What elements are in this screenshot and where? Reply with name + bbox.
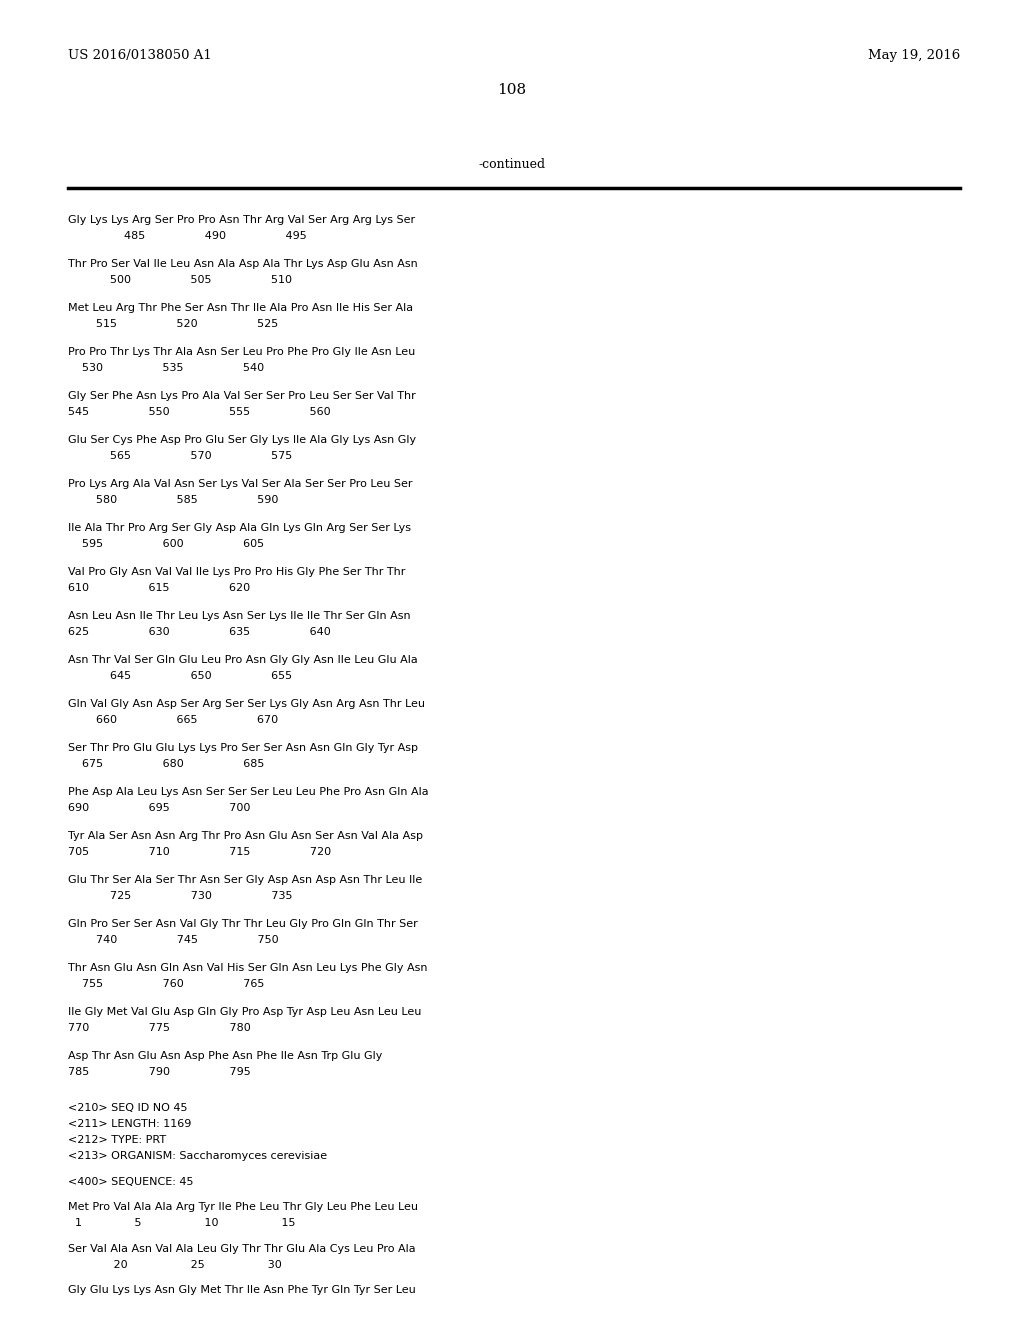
Text: US 2016/0138050 A1: US 2016/0138050 A1 [68, 49, 212, 62]
Text: 545                 550                 555                 560: 545 550 555 560 [68, 407, 331, 417]
Text: 770                 775                 780: 770 775 780 [68, 1023, 251, 1034]
Text: Glu Thr Ser Ala Ser Thr Asn Ser Gly Asp Asn Asp Asn Thr Leu Ile: Glu Thr Ser Ala Ser Thr Asn Ser Gly Asp … [68, 875, 422, 884]
Text: Asn Leu Asn Ile Thr Leu Lys Asn Ser Lys Ile Ile Thr Ser Gln Asn: Asn Leu Asn Ile Thr Leu Lys Asn Ser Lys … [68, 611, 411, 620]
Text: 515                 520                 525: 515 520 525 [68, 319, 279, 329]
Text: Ser Thr Pro Glu Glu Lys Lys Pro Ser Ser Asn Asn Gln Gly Tyr Asp: Ser Thr Pro Glu Glu Lys Lys Pro Ser Ser … [68, 743, 418, 752]
Text: 610                 615                 620: 610 615 620 [68, 583, 250, 593]
Text: Val Pro Gly Asn Val Val Ile Lys Pro Pro His Gly Phe Ser Thr Thr: Val Pro Gly Asn Val Val Ile Lys Pro Pro … [68, 568, 406, 577]
Text: 740                 745                 750: 740 745 750 [68, 935, 279, 945]
Text: 108: 108 [498, 83, 526, 96]
Text: Ile Gly Met Val Glu Asp Gln Gly Pro Asp Tyr Asp Leu Asn Leu Leu: Ile Gly Met Val Glu Asp Gln Gly Pro Asp … [68, 1007, 421, 1016]
Text: 660                 665                 670: 660 665 670 [68, 715, 279, 725]
Text: 1               5                  10                  15: 1 5 10 15 [68, 1218, 296, 1228]
Text: 785                 790                 795: 785 790 795 [68, 1067, 251, 1077]
Text: -continued: -continued [478, 158, 546, 172]
Text: Ser Val Ala Asn Val Ala Leu Gly Thr Thr Glu Ala Cys Leu Pro Ala: Ser Val Ala Asn Val Ala Leu Gly Thr Thr … [68, 1243, 416, 1254]
Text: 20                  25                  30: 20 25 30 [68, 1259, 282, 1270]
Text: Gln Pro Ser Ser Asn Val Gly Thr Thr Leu Gly Pro Gln Gln Thr Ser: Gln Pro Ser Ser Asn Val Gly Thr Thr Leu … [68, 919, 418, 929]
Text: Thr Asn Glu Asn Gln Asn Val His Ser Gln Asn Leu Lys Phe Gly Asn: Thr Asn Glu Asn Gln Asn Val His Ser Gln … [68, 964, 427, 973]
Text: Pro Lys Arg Ala Val Asn Ser Lys Val Ser Ala Ser Ser Pro Leu Ser: Pro Lys Arg Ala Val Asn Ser Lys Val Ser … [68, 479, 413, 488]
Text: <212> TYPE: PRT: <212> TYPE: PRT [68, 1135, 166, 1144]
Text: 595                 600                 605: 595 600 605 [68, 539, 264, 549]
Text: 530                 535                 540: 530 535 540 [68, 363, 264, 374]
Text: <210> SEQ ID NO 45: <210> SEQ ID NO 45 [68, 1104, 187, 1113]
Text: <211> LENGTH: 1169: <211> LENGTH: 1169 [68, 1119, 191, 1129]
Text: 580                 585                 590: 580 585 590 [68, 495, 279, 506]
Text: 500                 505                 510: 500 505 510 [68, 275, 292, 285]
Text: 625                 630                 635                 640: 625 630 635 640 [68, 627, 331, 638]
Text: May 19, 2016: May 19, 2016 [867, 49, 961, 62]
Text: Phe Asp Ala Leu Lys Asn Ser Ser Ser Leu Leu Phe Pro Asn Gln Ala: Phe Asp Ala Leu Lys Asn Ser Ser Ser Leu … [68, 787, 429, 797]
Text: 725                 730                 735: 725 730 735 [68, 891, 293, 902]
Text: Glu Ser Cys Phe Asp Pro Glu Ser Gly Lys Ile Ala Gly Lys Asn Gly: Glu Ser Cys Phe Asp Pro Glu Ser Gly Lys … [68, 436, 416, 445]
Text: <400> SEQUENCE: 45: <400> SEQUENCE: 45 [68, 1176, 194, 1187]
Text: <213> ORGANISM: Saccharomyces cerevisiae: <213> ORGANISM: Saccharomyces cerevisiae [68, 1151, 327, 1162]
Text: Gln Val Gly Asn Asp Ser Arg Ser Ser Lys Gly Asn Arg Asn Thr Leu: Gln Val Gly Asn Asp Ser Arg Ser Ser Lys … [68, 700, 425, 709]
Text: 690                 695                 700: 690 695 700 [68, 803, 251, 813]
Text: Gly Glu Lys Lys Asn Gly Met Thr Ile Asn Phe Tyr Gln Tyr Ser Leu: Gly Glu Lys Lys Asn Gly Met Thr Ile Asn … [68, 1286, 416, 1295]
Text: Gly Ser Phe Asn Lys Pro Ala Val Ser Ser Pro Leu Ser Ser Val Thr: Gly Ser Phe Asn Lys Pro Ala Val Ser Ser … [68, 391, 416, 401]
Text: Tyr Ala Ser Asn Asn Arg Thr Pro Asn Glu Asn Ser Asn Val Ala Asp: Tyr Ala Ser Asn Asn Arg Thr Pro Asn Glu … [68, 832, 423, 841]
Text: 565                 570                 575: 565 570 575 [68, 451, 292, 461]
Text: 645                 650                 655: 645 650 655 [68, 671, 292, 681]
Text: Pro Pro Thr Lys Thr Ala Asn Ser Leu Pro Phe Pro Gly Ile Asn Leu: Pro Pro Thr Lys Thr Ala Asn Ser Leu Pro … [68, 347, 416, 356]
Text: 755                 760                 765: 755 760 765 [68, 979, 264, 989]
Text: Met Leu Arg Thr Phe Ser Asn Thr Ile Ala Pro Asn Ile His Ser Ala: Met Leu Arg Thr Phe Ser Asn Thr Ile Ala … [68, 304, 413, 313]
Text: Gly Lys Lys Arg Ser Pro Pro Asn Thr Arg Val Ser Arg Arg Lys Ser: Gly Lys Lys Arg Ser Pro Pro Asn Thr Arg … [68, 215, 415, 224]
Text: Ile Ala Thr Pro Arg Ser Gly Asp Ala Gln Lys Gln Arg Ser Ser Lys: Ile Ala Thr Pro Arg Ser Gly Asp Ala Gln … [68, 523, 411, 533]
Text: 675                 680                 685: 675 680 685 [68, 759, 264, 770]
Text: Thr Pro Ser Val Ile Leu Asn Ala Asp Ala Thr Lys Asp Glu Asn Asn: Thr Pro Ser Val Ile Leu Asn Ala Asp Ala … [68, 259, 418, 269]
Text: Met Pro Val Ala Ala Arg Tyr Ile Phe Leu Thr Gly Leu Phe Leu Leu: Met Pro Val Ala Ala Arg Tyr Ile Phe Leu … [68, 1203, 418, 1212]
Text: 705                 710                 715                 720: 705 710 715 720 [68, 847, 331, 857]
Text: Asn Thr Val Ser Gln Glu Leu Pro Asn Gly Gly Asn Ile Leu Glu Ala: Asn Thr Val Ser Gln Glu Leu Pro Asn Gly … [68, 655, 418, 665]
Text: 485                 490                 495: 485 490 495 [68, 231, 307, 242]
Text: Asp Thr Asn Glu Asn Asp Phe Asn Phe Ile Asn Trp Glu Gly: Asp Thr Asn Glu Asn Asp Phe Asn Phe Ile … [68, 1051, 382, 1061]
